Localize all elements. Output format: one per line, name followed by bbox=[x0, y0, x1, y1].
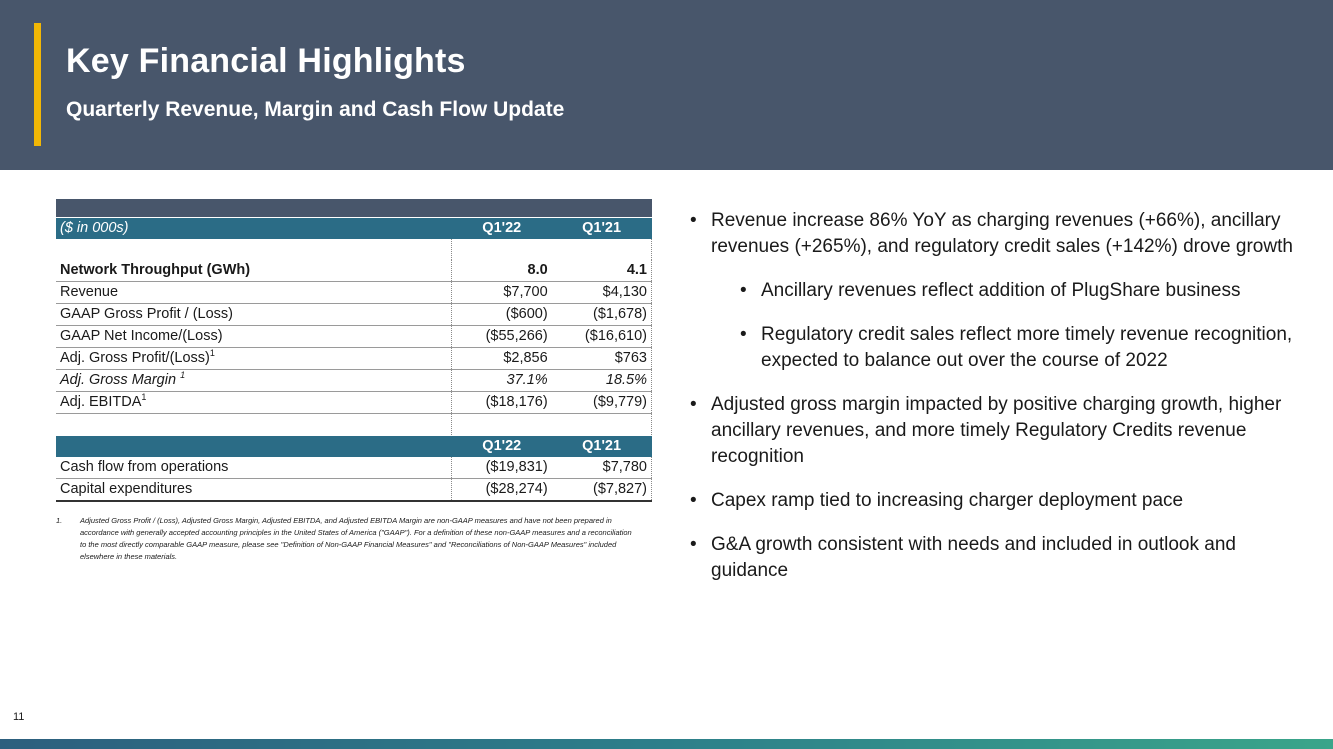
row-value-q121: $4,130 bbox=[551, 281, 652, 304]
bullet-text: Revenue increase 86% YoY as charging rev… bbox=[711, 210, 1293, 257]
row-label: Adj. EBITDA bbox=[60, 394, 142, 410]
row-value-q122: 8.0 bbox=[451, 260, 552, 282]
sub-bullet-item: • Regulatory credit sales reflect more t… bbox=[740, 322, 1310, 374]
table-row: Revenue $7,700 $4,130 bbox=[56, 281, 652, 304]
row-label: GAAP Gross Profit / (Loss) bbox=[56, 303, 452, 326]
row-label: Network Throughput (GWh) bbox=[56, 260, 452, 282]
table-row: GAAP Gross Profit / (Loss) ($600) ($1,67… bbox=[56, 303, 652, 326]
page-title: Key Financial Highlights bbox=[66, 42, 466, 80]
bullet-item: • Revenue increase 86% YoY as charging r… bbox=[690, 208, 1310, 260]
row-label-cell: Adj. EBITDA1 bbox=[56, 391, 452, 414]
row-value-q121: 4.1 bbox=[551, 260, 652, 282]
table-spacer bbox=[56, 239, 652, 260]
row-value-q121: ($9,779) bbox=[551, 391, 652, 414]
cash-col-header-q122: Q1'22 bbox=[451, 435, 552, 457]
table-top-band bbox=[56, 199, 652, 218]
footnote-number: 1. bbox=[56, 516, 63, 525]
page-number: 11 bbox=[13, 711, 25, 723]
table-row: Adj. Gross Margin 1 37.1% 18.5% bbox=[56, 369, 652, 392]
row-label: Adj. Gross Profit/(Loss) bbox=[60, 350, 210, 366]
row-value-q121: ($7,827) bbox=[551, 478, 652, 502]
page-subtitle: Quarterly Revenue, Margin and Cash Flow … bbox=[66, 98, 565, 121]
cash-col-header-q121: Q1'21 bbox=[551, 435, 652, 457]
footer-gradient-bar bbox=[0, 739, 1333, 749]
row-value-q122: ($600) bbox=[451, 303, 552, 326]
header-banner: Key Financial Highlights Quarterly Reven… bbox=[0, 0, 1333, 170]
bullet-symbol: • bbox=[690, 490, 697, 511]
row-value-q122: ($55,266) bbox=[451, 325, 552, 348]
table-row: Network Throughput (GWh) 8.0 4.1 bbox=[56, 260, 652, 282]
row-value-q121: $7,780 bbox=[551, 457, 652, 479]
row-label: Revenue bbox=[56, 281, 452, 304]
table-row: Adj. EBITDA1 ($18,176) ($9,779) bbox=[56, 391, 652, 414]
footnote-text: Adjusted Gross Profit / (Loss), Adjusted… bbox=[80, 516, 632, 561]
row-value-q122: 37.1% bbox=[451, 369, 552, 392]
bullet-symbol: • bbox=[740, 324, 747, 345]
table-row: GAAP Net Income/(Loss) ($55,266) ($16,61… bbox=[56, 325, 652, 348]
col-header-q122: Q1'22 bbox=[451, 217, 552, 239]
bullet-symbol: • bbox=[690, 210, 697, 231]
unit-label: ($ in 000s) bbox=[56, 217, 452, 239]
row-label-cell: Adj. Gross Margin 1 bbox=[56, 369, 452, 392]
col-header-q121: Q1'21 bbox=[551, 217, 652, 239]
accent-bar bbox=[34, 23, 41, 146]
bullet-text: Regulatory credit sales reflect more tim… bbox=[761, 324, 1293, 371]
table-row: Capital expenditures ($28,274) ($7,827) bbox=[56, 478, 652, 502]
bullet-text: G&A growth consistent with needs and inc… bbox=[711, 534, 1236, 581]
bullet-list: • Revenue increase 86% YoY as charging r… bbox=[690, 208, 1310, 602]
bullet-text: Capex ramp tied to increasing charger de… bbox=[711, 490, 1184, 511]
bullet-symbol: • bbox=[740, 280, 747, 301]
bullet-item: • G&A growth consistent with needs and i… bbox=[690, 532, 1310, 584]
table-row: Cash flow from operations ($19,831) $7,7… bbox=[56, 457, 652, 479]
bullet-symbol: • bbox=[690, 394, 697, 415]
bullet-item: • Capex ramp tied to increasing charger … bbox=[690, 488, 1310, 514]
row-value-q121: $763 bbox=[551, 347, 652, 370]
row-label: GAAP Net Income/(Loss) bbox=[56, 325, 452, 348]
row-value-q122: $7,700 bbox=[451, 281, 552, 304]
row-value-q121: ($16,610) bbox=[551, 325, 652, 348]
footnote-marker: 1 bbox=[209, 348, 215, 359]
bullet-symbol: • bbox=[690, 534, 697, 555]
sub-bullet-item: • Ancillary revenues reflect addition of… bbox=[740, 278, 1310, 304]
footnote: 1. Adjusted Gross Profit / (Loss), Adjus… bbox=[56, 515, 636, 563]
row-value-q122: ($19,831) bbox=[451, 457, 552, 479]
footnote-marker: 1 bbox=[180, 370, 186, 381]
bullet-text: Ancillary revenues reflect addition of P… bbox=[761, 280, 1241, 301]
table-row: Adj. Gross Profit/(Loss)1 $2,856 $763 bbox=[56, 347, 652, 370]
row-label-cell: Adj. Gross Profit/(Loss)1 bbox=[56, 347, 452, 370]
footnote-marker: 1 bbox=[141, 392, 147, 403]
row-label: Cash flow from operations bbox=[56, 457, 452, 479]
bullet-text: Adjusted gross margin impacted by positi… bbox=[711, 394, 1282, 467]
row-value-q121: ($1,678) bbox=[551, 303, 652, 326]
table-header-row: ($ in 000s) Q1'22 Q1'21 bbox=[56, 217, 652, 239]
row-label: Adj. Gross Margin bbox=[60, 372, 181, 388]
row-value-q122: ($18,176) bbox=[451, 391, 552, 414]
row-label: Capital expenditures bbox=[56, 478, 452, 502]
bullet-item: • Adjusted gross margin impacted by posi… bbox=[690, 392, 1310, 470]
row-value-q121: 18.5% bbox=[551, 369, 652, 392]
table-spacer bbox=[56, 413, 652, 436]
financial-table: ($ in 000s) Q1'22 Q1'21 Network Throughp… bbox=[56, 199, 652, 502]
row-value-q122: $2,856 bbox=[451, 347, 552, 370]
row-value-q122: ($28,274) bbox=[451, 478, 552, 502]
cash-header-row: Q1'22 Q1'21 bbox=[56, 435, 652, 457]
